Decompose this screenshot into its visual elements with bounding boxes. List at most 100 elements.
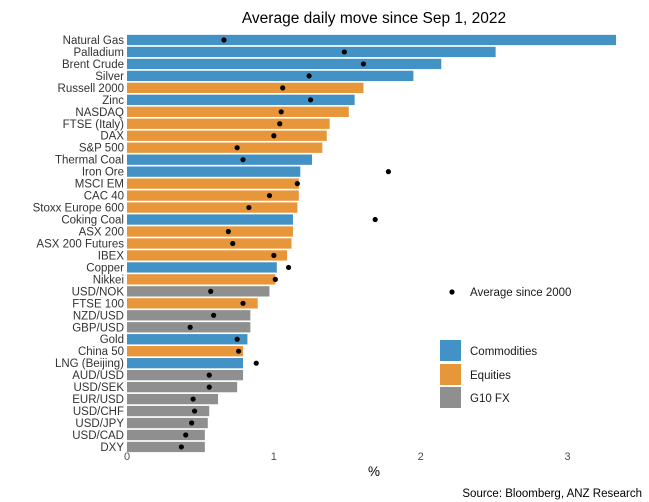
category-label-ftse-italy: FTSE (Italy) [63,119,125,131]
bar-s-p-500 [127,142,323,153]
source-note: Source: Bloomberg, ANZ Research [462,488,642,500]
avg-marker-ftse-italy [277,121,283,127]
avg-marker-thermal-coal [240,157,246,163]
bar-msci-em [127,178,299,189]
avg-marker-eur-usd [190,396,196,402]
category-label-lng-beijing: LNG (Beijing) [55,358,124,370]
avg-marker-dax [271,133,277,139]
avg-marker-nikkei [272,276,278,282]
avg-marker-asx-200-futures [230,240,236,247]
bar-russell-2000 [127,82,364,94]
legend-commodities-key [440,340,461,361]
category-label-brent-crude: Brent Crude [62,59,124,71]
avg-marker-nzd-usd [211,312,217,318]
avg-marker-usd-cad [183,432,189,438]
avg-marker-gold [234,336,240,342]
bar-ftse-italy [127,118,330,129]
avg-marker-aud-usd [206,372,212,378]
avg-marker-ftse-100 [240,300,246,306]
avg-marker-usd-chf [191,408,198,414]
category-label-ftse-100: FTSE 100 [72,298,124,310]
category-label-nasdaq: NASDAQ [75,107,124,119]
bar-copper [127,262,277,273]
category-label-nzd-usd: NZD/USD [73,310,124,322]
bar-palladium [127,46,496,58]
bar-nasdaq [127,106,349,117]
avg-marker-msci-em [294,181,300,187]
category-label-s-p-500: S&P 500 [79,143,124,155]
group-legend: Commodities Equities G10 FX [440,340,537,408]
avg-marker-usd-nok [208,288,214,294]
category-label-usd-chf: USD/CHF [73,406,124,418]
bar-coking-coal [127,214,293,225]
bar-usd-cad [127,429,205,441]
x-tick-label: 2 [418,451,424,463]
bar-cac-40 [127,190,299,201]
avg-marker-coking-coal [372,216,378,223]
legend-g10fx-label: G10 FX [470,393,510,405]
avg-marker-nasdaq [278,109,284,115]
bar-usd-chf [127,405,210,417]
category-label-ibex: IBEX [98,250,125,262]
avg-marker-iron-ore [385,169,392,175]
marker-legend-dot [449,289,455,295]
category-label-gold: Gold [100,334,124,346]
bar-china-50 [127,346,244,357]
category-label-russell-2000: Russell 2000 [58,83,124,95]
bar-usd-nok [127,286,270,297]
bar-ibex [127,250,288,261]
bar-brent-crude [127,58,442,70]
category-label-asx-200: ASX 200 [79,227,124,239]
avg-marker-usd-jpy [189,420,195,426]
avg-marker-silver [306,73,312,79]
avg-marker-dxy [178,444,184,450]
bar-natural-gas [127,34,617,46]
bar-iron-ore [127,166,301,177]
bar-asx-200 [127,226,293,237]
category-label-usd-cad: USD/CAD [72,430,124,442]
x-axis-ticks: 0 1 2 3 [124,451,571,463]
legend-equities-label: Equities [470,370,511,382]
x-tick-label: 3 [565,451,571,463]
avg-marker-usd-sek [206,384,212,390]
bar-zinc [127,94,355,105]
bar-usd-jpy [127,417,208,429]
legend-equities-key [440,364,461,385]
chart-title: Average daily move since Sep 1, 2022 [242,10,506,27]
category-label-zinc: Zinc [102,95,124,107]
category-label-silver: Silver [95,71,124,83]
markers-layer [178,37,392,450]
avg-marker-russell-2000 [280,85,286,91]
avg-marker-zinc [307,97,314,103]
bar-stoxx-europe-600 [127,202,298,213]
category-label-gbp-usd: GBP/USD [72,322,124,334]
bar-lng-beijing [127,358,244,369]
bar-thermal-coal [127,154,313,165]
bar-nikkei [127,274,276,285]
avg-marker-copper [285,264,292,271]
category-label-copper: Copper [86,262,124,274]
avg-marker-palladium [341,49,347,55]
category-label-asx-200-futures: ASX 200 Futures [36,238,124,250]
avg-marker-cac-40 [266,192,273,199]
category-label-china-50: China 50 [78,346,124,358]
avg-marker-brent-crude [360,61,367,67]
category-label-aud-usd: AUD/USD [72,370,124,382]
category-label-msci-em: MSCI EM [75,179,124,191]
bar-asx-200-futures [127,238,292,249]
avg-marker-lng-beijing [253,360,259,366]
x-tick-label: 0 [124,451,130,463]
x-axis-label: % [368,464,380,479]
x-tick-label: 1 [271,451,277,463]
category-label-usd-jpy: USD/JPY [75,418,124,430]
category-label-usd-nok: USD/NOK [72,286,125,298]
category-label-dax: DAX [100,131,124,143]
category-label-thermal-coal: Thermal Coal [55,155,124,167]
category-label-cac-40: CAC 40 [84,191,124,203]
avg-marker-stoxx-europe-600 [246,204,252,211]
category-label-palladium: Palladium [74,47,125,59]
bar-eur-usd [127,393,219,405]
category-label-eur-usd: EUR/USD [72,394,124,406]
category-label-coking-coal: Coking Coal [61,215,124,227]
